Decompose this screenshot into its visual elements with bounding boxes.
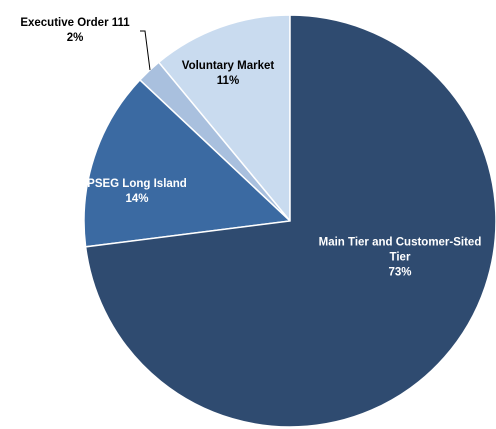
category-label: Main Tier and Customer-Sited Tier <box>318 236 482 264</box>
value-label: 11% <box>216 75 240 87</box>
category-label: Executive Order 111 <box>20 17 130 29</box>
value-label: 73% <box>388 266 412 279</box>
slice-label: Executive Order 111 2% <box>5 16 145 46</box>
pie-slice <box>157 14 291 224</box>
pie-slice <box>83 78 292 248</box>
leader-line <box>140 30 151 71</box>
value-label: 14% <box>125 193 149 205</box>
value-label: 2% <box>66 32 84 44</box>
category-label: Voluntary Market <box>181 60 275 72</box>
slice-label: Main Tier and Customer-Sited Tier 73% <box>315 236 485 281</box>
slice-label: Voluntary Market 11% <box>168 59 288 89</box>
pie-slice <box>84 14 496 428</box>
category-label: PSEG Long Island <box>87 178 187 190</box>
slice-label: PSEG Long Island 14% <box>72 177 202 207</box>
